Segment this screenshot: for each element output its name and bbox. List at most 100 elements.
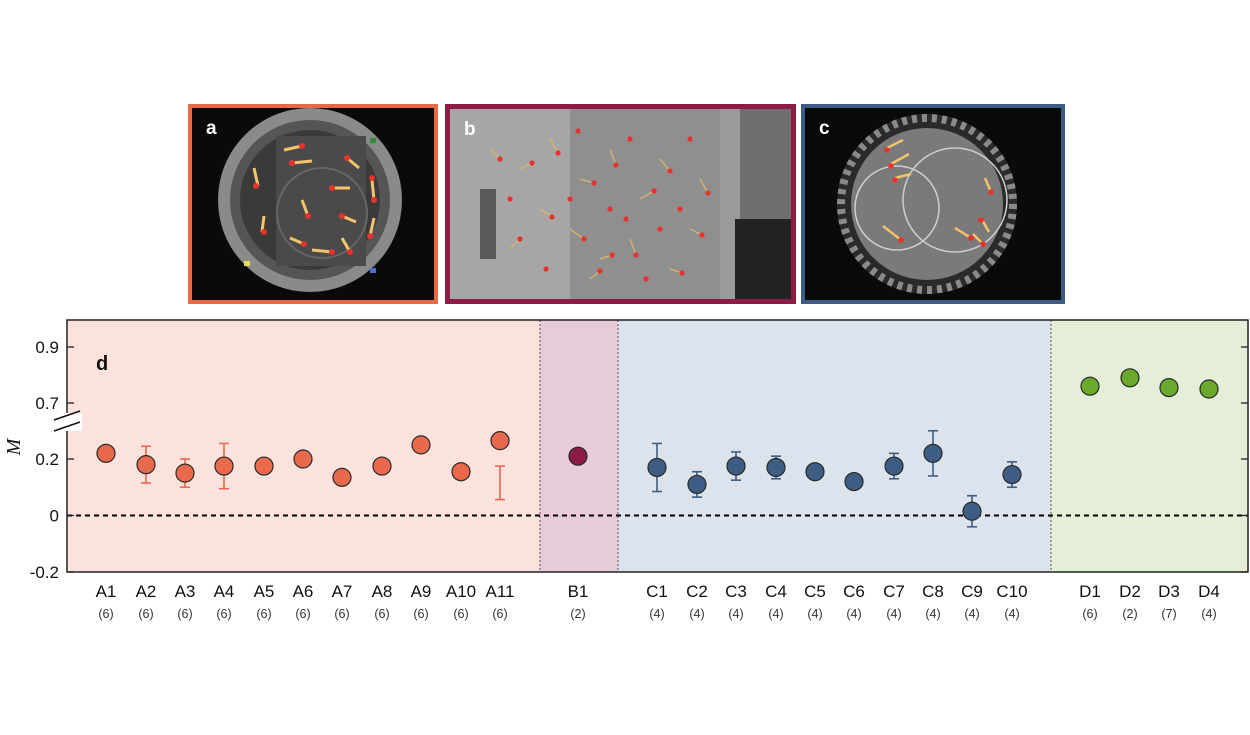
data-point-A4 bbox=[214, 456, 234, 476]
x-tick-label-A7: A7 bbox=[332, 582, 353, 601]
x-tick-label-C1: C1 bbox=[646, 582, 668, 601]
x-tick-label-C8: C8 bbox=[922, 582, 944, 601]
x-tick-label-A2: A2 bbox=[136, 582, 157, 601]
x-axis-labels: A1 (6) A2 (6) A3 (6) A4 (6) A5 (6) A6 (6) A7 (6) A8 (6)… bbox=[96, 582, 1220, 621]
data-point-C9 bbox=[962, 501, 982, 521]
y-tick-label: 0.9 bbox=[35, 338, 59, 357]
sample-size-label-A5: (6) bbox=[256, 607, 271, 621]
data-point-C6 bbox=[844, 472, 864, 492]
photo-panel-a: a bbox=[188, 104, 438, 304]
x-tick-label-C9: C9 bbox=[961, 582, 983, 601]
y-axis-label: M bbox=[3, 437, 25, 456]
x-tick-label-C7: C7 bbox=[883, 582, 905, 601]
group-C-background bbox=[618, 320, 1051, 572]
sample-size-label-A4: (6) bbox=[216, 607, 231, 621]
group-separators bbox=[539, 320, 1052, 572]
sample-size-label-B1: (2) bbox=[570, 607, 585, 621]
panel-a-label: a bbox=[206, 118, 217, 139]
y-tick-label: -0.2 bbox=[30, 563, 59, 582]
photo-panel-c: c bbox=[801, 104, 1065, 304]
data-point-A1 bbox=[96, 443, 116, 463]
data-point-D1 bbox=[1080, 376, 1100, 396]
data-point-A5 bbox=[254, 456, 274, 476]
sample-size-label-C9: (4) bbox=[964, 607, 979, 621]
x-tick-label-A5: A5 bbox=[254, 582, 275, 601]
sample-size-label-C8: (4) bbox=[925, 607, 940, 621]
sample-size-label-A11: (6) bbox=[492, 607, 507, 621]
sample-size-label-D4: (4) bbox=[1201, 607, 1216, 621]
x-tick-label-A3: A3 bbox=[175, 582, 196, 601]
error-bar-A11 bbox=[495, 465, 505, 501]
data-point-C8 bbox=[923, 443, 943, 463]
sample-size-label-D1: (6) bbox=[1082, 607, 1097, 621]
data-point-A8 bbox=[372, 456, 392, 476]
x-tick-label-D3: D3 bbox=[1158, 582, 1180, 601]
sample-size-label-A8: (6) bbox=[374, 607, 389, 621]
sample-size-label-C3: (4) bbox=[728, 607, 743, 621]
sample-size-label-C1: (4) bbox=[649, 607, 664, 621]
arena-c-image bbox=[837, 114, 1017, 294]
x-tick-label-A10: A10 bbox=[446, 582, 476, 601]
x-tick-label-C3: C3 bbox=[725, 582, 747, 601]
sample-size-label-C2: (4) bbox=[689, 607, 704, 621]
data-point-A7 bbox=[332, 467, 352, 487]
group-backgrounds bbox=[67, 320, 1248, 572]
sample-size-label-A1: (6) bbox=[98, 607, 113, 621]
y-axis-break bbox=[52, 410, 82, 432]
data-point-D4 bbox=[1199, 379, 1219, 399]
panel-c-label: c bbox=[819, 118, 830, 139]
x-tick-label-D4: D4 bbox=[1198, 582, 1220, 601]
y-tick-label: 0.2 bbox=[35, 450, 59, 469]
sample-size-label-A2: (6) bbox=[138, 607, 153, 621]
data-point-A11 bbox=[490, 431, 510, 451]
data-point-D3 bbox=[1159, 378, 1179, 398]
data-point-C2 bbox=[687, 474, 707, 495]
sample-size-label-A7: (6) bbox=[334, 607, 349, 621]
group-B-background bbox=[540, 320, 618, 572]
x-tick-label-C2: C2 bbox=[686, 582, 708, 601]
data-point-D2 bbox=[1120, 368, 1140, 388]
data-point-C5 bbox=[805, 462, 825, 482]
data-point-A2 bbox=[136, 455, 156, 475]
arena-b-image bbox=[450, 109, 791, 299]
data-point-C10 bbox=[1002, 464, 1022, 485]
sample-size-label-A9: (6) bbox=[413, 607, 428, 621]
data-point-C7 bbox=[884, 456, 904, 476]
x-tick-label-C6: C6 bbox=[843, 582, 865, 601]
x-tick-label-B1: B1 bbox=[568, 582, 589, 601]
sample-size-label-C7: (4) bbox=[886, 607, 901, 621]
x-tick-label-C4: C4 bbox=[765, 582, 787, 601]
x-tick-label-D1: D1 bbox=[1079, 582, 1101, 601]
sample-size-label-A10: (6) bbox=[453, 607, 468, 621]
sample-size-label-D2: (2) bbox=[1122, 607, 1137, 621]
y-tick-label: 0 bbox=[50, 507, 59, 526]
data-point-C4 bbox=[766, 457, 786, 478]
sample-size-label-A6: (6) bbox=[295, 607, 310, 621]
photo-panel-b: b bbox=[445, 104, 796, 304]
x-tick-label-A8: A8 bbox=[372, 582, 393, 601]
data-point-A10 bbox=[451, 462, 471, 482]
panel-b-label: b bbox=[464, 119, 476, 140]
arena-a-image bbox=[218, 108, 402, 292]
sample-size-label-C5: (4) bbox=[807, 607, 822, 621]
sample-size-label-C4: (4) bbox=[768, 607, 783, 621]
y-tick-label: 0.7 bbox=[35, 394, 59, 413]
x-tick-label-D2: D2 bbox=[1119, 582, 1141, 601]
data-point-A6 bbox=[293, 449, 313, 469]
data-point-C3 bbox=[726, 456, 746, 476]
x-tick-label-A4: A4 bbox=[214, 582, 235, 601]
data-point-A9 bbox=[411, 435, 431, 455]
data-points bbox=[96, 368, 1219, 521]
sample-size-label-C10: (4) bbox=[1004, 607, 1019, 621]
group-D-background bbox=[1051, 320, 1248, 572]
x-tick-label-C10: C10 bbox=[996, 582, 1027, 601]
x-tick-label-C5: C5 bbox=[804, 582, 826, 601]
y-axis-ticks: 0.9 0.7 0.2 0 -0.2 bbox=[30, 338, 1248, 582]
data-point-C1 bbox=[647, 457, 667, 478]
x-tick-label-A1: A1 bbox=[96, 582, 117, 601]
x-tick-label-A9: A9 bbox=[411, 582, 432, 601]
sample-size-label-D3: (7) bbox=[1161, 607, 1176, 621]
plot-frame bbox=[66, 319, 1249, 573]
panel-d-label: d bbox=[96, 353, 108, 375]
